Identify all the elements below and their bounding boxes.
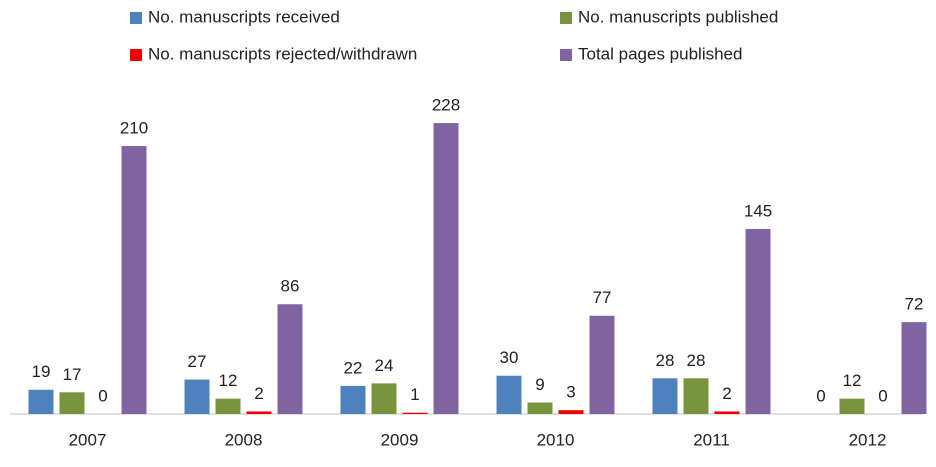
bar (745, 228, 771, 414)
data-label: 22 (344, 358, 363, 377)
legend-label: No. manuscripts published (578, 7, 778, 26)
data-label: 3 (566, 383, 575, 402)
data-label: 19 (32, 362, 51, 381)
bar (184, 379, 210, 414)
x-tick-label: 2012 (849, 430, 887, 449)
legend-label: No. manuscripts rejected/withdrawn (148, 44, 417, 63)
data-label: 0 (98, 386, 107, 405)
data-label: 210 (120, 119, 148, 138)
data-label: 17 (63, 365, 82, 384)
legend-swatch (560, 49, 572, 61)
data-label: 30 (500, 348, 519, 367)
bar (277, 304, 303, 414)
bar (121, 146, 147, 415)
legend-label: No. manuscripts received (148, 7, 340, 26)
legend-swatch (560, 12, 572, 24)
bar (371, 383, 397, 414)
x-tick-label: 2011 (693, 430, 730, 449)
legend-label: Total pages published (578, 44, 742, 63)
bar (433, 123, 459, 415)
data-label: 9 (535, 375, 544, 394)
x-tick-label: 2010 (537, 430, 575, 449)
bar (59, 392, 85, 414)
data-label: 77 (593, 288, 612, 307)
bar (558, 410, 584, 414)
bar (246, 411, 272, 414)
data-label: 28 (656, 351, 675, 370)
data-label: 1 (410, 385, 419, 404)
data-label: 145 (744, 201, 772, 220)
data-label: 72 (905, 295, 924, 314)
bar (527, 402, 553, 414)
x-tick-label: 2007 (69, 430, 107, 449)
data-label: 12 (219, 371, 238, 390)
bar (652, 378, 678, 414)
bar (28, 389, 54, 414)
bar (901, 322, 927, 414)
data-label: 12 (843, 371, 862, 390)
data-label: 0 (816, 386, 825, 405)
bar (340, 385, 366, 414)
data-label: 27 (188, 352, 207, 371)
bar (215, 398, 241, 414)
bar (683, 378, 709, 414)
bar (589, 315, 615, 414)
bar (714, 411, 740, 414)
data-label: 24 (375, 356, 394, 375)
legend-swatch (130, 12, 142, 24)
bar (496, 375, 522, 414)
bar (839, 398, 865, 414)
legend-swatch (130, 49, 142, 61)
data-label: 2 (254, 384, 263, 403)
data-label: 86 (281, 277, 300, 296)
data-label: 228 (432, 96, 460, 115)
bar (402, 412, 428, 414)
data-label: 28 (687, 351, 706, 370)
data-label: 0 (878, 386, 887, 405)
data-label: 2 (722, 384, 731, 403)
x-tick-label: 2009 (381, 430, 419, 449)
x-tick-label: 2008 (225, 430, 263, 449)
